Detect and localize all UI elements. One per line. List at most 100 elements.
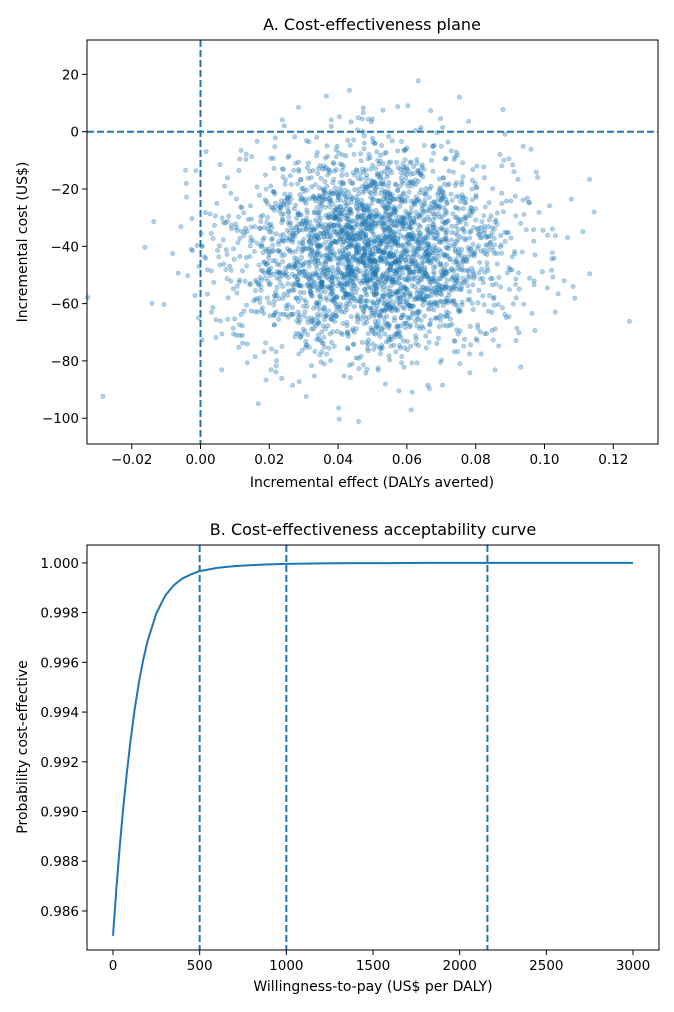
scatter-point xyxy=(486,234,492,240)
scatter-point xyxy=(285,302,291,308)
scatter-point xyxy=(322,234,328,240)
scatter-point xyxy=(426,339,432,345)
scatter-point xyxy=(451,338,457,344)
scatter-point xyxy=(379,258,385,264)
scatter-point xyxy=(469,197,475,203)
scatter-point xyxy=(304,210,310,216)
scatter-point xyxy=(347,255,353,261)
scatter-point xyxy=(380,220,386,226)
scatter-point xyxy=(306,196,312,202)
scatter-point xyxy=(296,258,302,264)
scatter-point xyxy=(400,312,406,318)
scatter-point xyxy=(280,231,286,237)
scatter-point xyxy=(418,323,424,329)
scatter-point xyxy=(346,231,352,237)
scatter-point xyxy=(377,247,383,253)
scatter-point xyxy=(417,199,423,205)
scatter-point xyxy=(269,249,275,255)
x-tick-label: 2500 xyxy=(529,958,563,974)
scatter-point xyxy=(289,305,295,311)
scatter-point xyxy=(402,157,408,163)
scatter-point xyxy=(420,284,426,290)
scatter-point xyxy=(450,169,456,175)
scatter-point xyxy=(393,182,399,188)
scatter-point xyxy=(532,252,538,258)
scatter-point xyxy=(224,218,230,224)
scatter-point xyxy=(312,217,318,223)
x-tick-label: 1000 xyxy=(269,958,303,974)
scatter-point xyxy=(473,192,479,198)
scatter-point xyxy=(497,244,503,250)
scatter-point xyxy=(401,276,407,282)
scatter-point xyxy=(364,242,370,248)
scatter-point xyxy=(443,236,449,242)
scatter-point xyxy=(279,273,285,279)
scatter-point xyxy=(379,274,385,280)
scatter-point xyxy=(335,193,341,199)
scatter-point xyxy=(295,273,301,279)
scatter-point xyxy=(311,326,317,332)
scatter-point xyxy=(395,235,401,241)
scatter-point xyxy=(369,258,375,264)
scatter-point xyxy=(365,226,371,232)
panel-b-x-axis-label: Willingness-to-pay (US$ per DALY) xyxy=(253,979,492,995)
scatter-point xyxy=(452,280,458,286)
scatter-point xyxy=(387,266,393,272)
scatter-point xyxy=(351,137,357,143)
scatter-point xyxy=(329,339,335,345)
scatter-point xyxy=(368,178,374,184)
scatter-point xyxy=(314,251,320,257)
scatter-point xyxy=(378,345,384,351)
scatter-point xyxy=(355,222,361,228)
scatter-point xyxy=(385,250,391,256)
scatter-point xyxy=(304,342,310,348)
scatter-point xyxy=(317,293,323,299)
scatter-point xyxy=(290,231,296,237)
scatter-point xyxy=(357,171,363,177)
scatter-point xyxy=(495,302,501,308)
scatter-point xyxy=(445,310,451,316)
scatter-point xyxy=(346,234,352,240)
scatter-point xyxy=(271,207,277,213)
panel-b-x-ticks: 0 500 1000 1500 2000 2500 3000 xyxy=(109,950,650,974)
scatter-point xyxy=(318,215,324,221)
scatter-point xyxy=(364,176,370,182)
scatter-point xyxy=(373,271,379,277)
scatter-point xyxy=(393,196,399,202)
scatter-point xyxy=(252,354,258,360)
scatter-point xyxy=(419,255,425,261)
scatter-point xyxy=(388,282,394,288)
scatter-point xyxy=(426,228,432,234)
scatter-point xyxy=(404,166,410,172)
scatter-point xyxy=(415,274,421,280)
scatter-point xyxy=(363,181,369,187)
scatter-point xyxy=(282,252,288,258)
scatter-point xyxy=(272,293,278,299)
scatter-point xyxy=(463,221,469,227)
scatter-point xyxy=(243,255,249,261)
scatter-point xyxy=(377,217,383,223)
scatter-point xyxy=(224,252,230,258)
scatter-point xyxy=(369,244,375,250)
scatter-point xyxy=(297,289,303,295)
scatter-point xyxy=(382,381,388,387)
scatter-point xyxy=(240,340,246,346)
scatter-point xyxy=(435,211,441,217)
scatter-point xyxy=(369,116,375,122)
scatter-point xyxy=(350,235,356,241)
scatter-point xyxy=(444,277,450,283)
scatter-point xyxy=(403,208,409,214)
scatter-point xyxy=(366,337,372,343)
scatter-point xyxy=(304,207,310,213)
scatter-point xyxy=(322,189,328,195)
scatter-point xyxy=(387,205,393,211)
scatter-point xyxy=(421,166,427,172)
scatter-point xyxy=(336,405,342,411)
scatter-point xyxy=(278,211,284,217)
scatter-point xyxy=(403,286,409,292)
scatter-point xyxy=(393,240,399,246)
scatter-point xyxy=(386,353,392,359)
scatter-point xyxy=(389,308,395,314)
scatter-point xyxy=(392,181,398,187)
scatter-point xyxy=(338,330,344,336)
